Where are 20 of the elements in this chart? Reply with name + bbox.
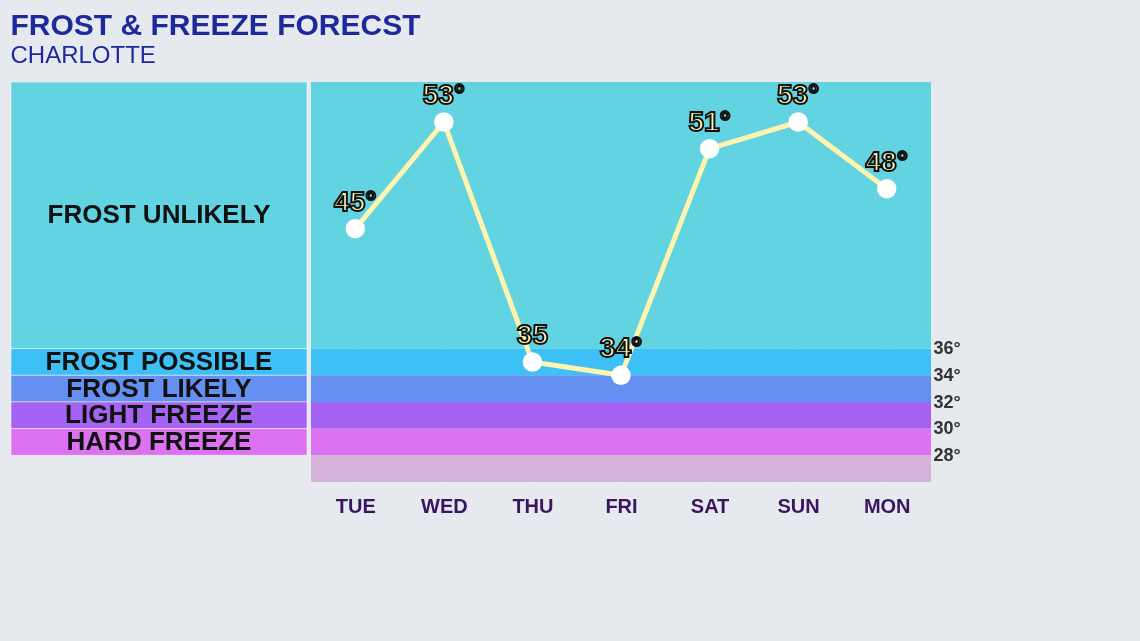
x-tick-label: TUE [335, 494, 376, 517]
x-tick-label: MON [863, 494, 911, 517]
chart-title: FROST & FREEZE FORECST [10, 7, 421, 41]
x-tick-label: SUN [777, 494, 820, 517]
band-label: FROST UNLIKELY [47, 199, 271, 230]
x-tick-label: WED [421, 494, 468, 517]
text: 48° [865, 145, 908, 177]
x-tick-label: SAT [690, 494, 730, 517]
y-tick-label: 36° [933, 338, 961, 359]
text: 51° [688, 105, 731, 137]
y-tick-label: 34° [933, 364, 961, 385]
text: 53° [776, 79, 820, 110]
text: 45° [334, 185, 377, 217]
text: CHARLOTTE [10, 40, 156, 68]
y-tick-label: 30° [933, 418, 961, 439]
y-tick-label: 32° [933, 391, 961, 412]
y-tick-label: 28° [933, 444, 961, 465]
x-tick-label: FRI [605, 494, 638, 517]
x-tick-label: THU [512, 494, 554, 517]
text: 53° [422, 79, 466, 110]
